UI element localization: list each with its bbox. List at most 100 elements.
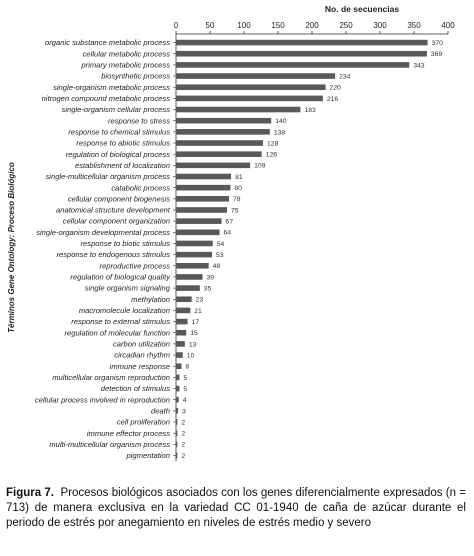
- value-label: 80: [234, 185, 242, 192]
- bar: [176, 307, 191, 314]
- bar: [176, 329, 187, 336]
- bar: [176, 229, 220, 236]
- bar: [176, 162, 251, 169]
- category-label: multi-multicellular organism process: [49, 440, 170, 449]
- x-tick-label: 400: [441, 21, 455, 30]
- value-label: 5: [183, 386, 187, 393]
- category-label: nitrogen compound metabolic process: [42, 94, 171, 103]
- value-label: 54: [217, 241, 225, 248]
- bar: [176, 441, 178, 448]
- bar: [176, 50, 427, 57]
- x-tick-label: 200: [305, 21, 319, 30]
- value-label: 2: [181, 453, 185, 460]
- value-label: 128: [267, 140, 279, 147]
- value-label: 3: [182, 408, 186, 415]
- value-label: 2: [181, 419, 185, 426]
- value-label: 369: [431, 51, 443, 58]
- value-label: 2: [181, 431, 185, 438]
- value-label: 53: [216, 252, 224, 259]
- value-label: 5: [183, 375, 187, 382]
- category-label: regulation of biological quality: [70, 273, 171, 282]
- category-label: regulation of biological process: [66, 150, 170, 159]
- x-tick-label: 350: [407, 21, 421, 30]
- value-label: 21: [194, 308, 202, 315]
- figure-caption: Figura 7. Procesos biológicos asociados …: [6, 486, 466, 531]
- value-label: 13: [189, 341, 197, 348]
- value-label: 370: [432, 40, 444, 47]
- bar: [176, 140, 264, 146]
- bar: [176, 352, 183, 358]
- category-label: cell proliferation: [117, 418, 170, 427]
- bar: [176, 84, 326, 91]
- bar: [176, 374, 180, 381]
- category-label: macromolecule localization: [79, 306, 170, 315]
- value-label: 10: [187, 352, 195, 359]
- bar: [176, 430, 178, 436]
- bar: [176, 95, 323, 102]
- category-label: cellular metabolic process: [83, 49, 171, 58]
- category-label: carbon utilization: [113, 340, 170, 349]
- category-label: biosynthetic process: [101, 72, 170, 81]
- category-label: single-organism developmental process: [36, 228, 170, 237]
- bar: [176, 452, 178, 459]
- category-label: cellular process involved in reproductio…: [35, 395, 170, 404]
- category-label: single organism signaling: [85, 284, 171, 293]
- category-label: death: [151, 406, 170, 415]
- bar: [176, 318, 188, 325]
- value-label: 64: [224, 230, 232, 237]
- category-label: single-multicellular organism process: [46, 172, 171, 181]
- category-label: immune effector process: [87, 429, 170, 438]
- value-label: 183: [304, 107, 316, 114]
- category-label: single-organism cellular process: [62, 105, 171, 114]
- value-label: 35: [204, 286, 212, 293]
- value-label: 140: [275, 118, 287, 125]
- x-tick-label: 100: [237, 21, 251, 30]
- x-tick-label: 300: [373, 21, 387, 30]
- category-label: methylation: [131, 295, 170, 304]
- bar: [176, 207, 227, 213]
- category-label: establishment of localization: [75, 161, 170, 170]
- bar: [176, 274, 203, 280]
- bar: [176, 62, 410, 68]
- value-label: 48: [213, 263, 221, 270]
- bar: [176, 385, 180, 392]
- bar: [176, 106, 301, 113]
- category-label: primary metabolic process: [80, 61, 170, 70]
- x-tick-label: 50: [206, 21, 215, 30]
- value-label: 67: [226, 219, 234, 226]
- value-label: 81: [235, 174, 243, 181]
- value-label: 109: [254, 163, 266, 170]
- bar: [176, 184, 231, 191]
- bar: [176, 173, 232, 180]
- value-label: 39: [207, 274, 215, 281]
- category-label: cellular component biogenesis: [68, 194, 170, 203]
- value-label: 8: [185, 364, 189, 371]
- bar: [176, 285, 200, 291]
- category-label: response to abiotic stimulus: [76, 139, 170, 148]
- category-label: multicellular organism reproduction: [52, 373, 170, 382]
- value-label: 2: [181, 442, 185, 449]
- value-label: 126: [266, 152, 278, 159]
- bar: [176, 341, 185, 347]
- category-label: circadian rhythm: [114, 351, 170, 360]
- category-label: single-organism metabolic process: [53, 83, 170, 92]
- bar: [176, 39, 428, 46]
- bar: [176, 408, 179, 414]
- value-label: 220: [330, 85, 342, 92]
- category-label: reproductive process: [100, 261, 171, 270]
- bar: [176, 396, 179, 403]
- value-label: 343: [413, 62, 425, 69]
- category-label: response to stress: [108, 116, 170, 125]
- bar: [176, 151, 262, 157]
- x-tick-label: 0: [174, 21, 179, 30]
- bar: [176, 296, 192, 303]
- category-label: organic substance metabolic process: [45, 38, 170, 47]
- category-label: pigmentation: [126, 451, 170, 460]
- bar: [176, 363, 182, 370]
- category-label: response to chemical stimulus: [68, 127, 170, 136]
- category-label: detection of stimulus: [101, 384, 170, 393]
- x-tick-label: 150: [271, 21, 285, 30]
- category-label: response to endogenous stimulus: [56, 250, 170, 259]
- value-label: 138: [274, 129, 286, 136]
- bar: [176, 218, 222, 224]
